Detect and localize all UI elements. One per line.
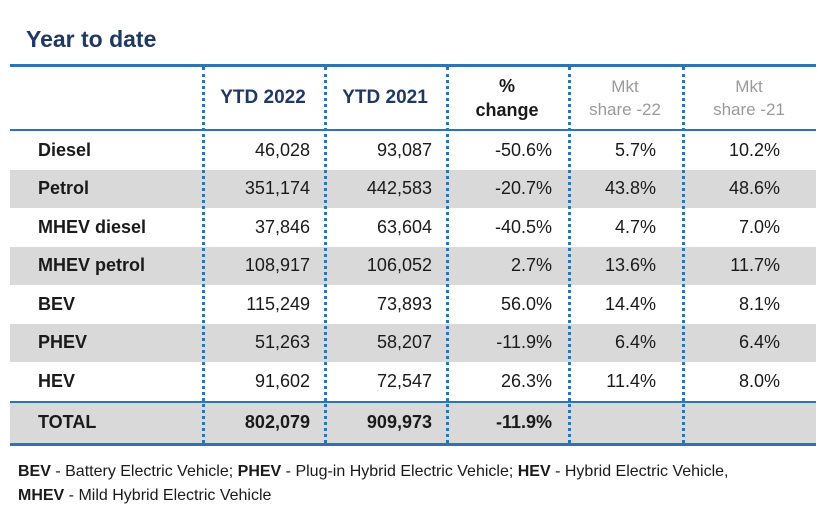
row-share-22: 4.7%: [614, 216, 656, 237]
row-ytd-2021: 72,547: [376, 370, 432, 391]
legend-description: - Battery Electric Vehicle;: [50, 463, 238, 480]
total-ytd-2021: 909,973: [366, 412, 432, 432]
table-row: Petrol 351,174 442,583 -20.7% 43.8% 48.6%: [10, 169, 816, 208]
row-ytd-2021: 58,207: [376, 332, 432, 353]
page-title: Year to date: [26, 26, 157, 52]
legend-description: - Hybrid Electric Vehicle,: [550, 463, 733, 480]
row-ytd-2022: 91,602: [254, 370, 310, 391]
header-ytd-2022: YTD 2022: [220, 87, 306, 108]
total-label: TOTAL: [38, 412, 97, 432]
column-divider: [202, 67, 205, 443]
legend-abbreviation: PHEV: [237, 463, 282, 480]
row-ytd-2022: 115,249: [246, 293, 310, 314]
header-percent-change-line1: %: [498, 76, 515, 96]
row-ytd-2022: 46,028: [254, 139, 310, 160]
header-mkt-share-22-line1: Mkt: [611, 77, 639, 96]
table-row: PHEV 51,263 58,207 -11.9% 6.4% 6.4%: [10, 323, 816, 362]
header-mkt-share-21: Mkt share -21: [682, 75, 816, 121]
row-ytd-2021: 73,893: [376, 293, 432, 314]
row-label: Diesel: [38, 139, 92, 160]
row-ytd-2021: 442,583: [366, 178, 432, 199]
row-ytd-2022: 51,263: [254, 332, 310, 353]
row-ytd-2021: 63,604: [376, 216, 432, 237]
row-change: 56.0%: [500, 293, 552, 314]
row-share-22: 11.4%: [606, 370, 656, 391]
header-mkt-share-22-line2: share -22: [589, 100, 661, 119]
table-row: BEV 115,249 73,893 56.0% 14.4% 8.1%: [10, 285, 816, 324]
column-divider: [568, 67, 571, 443]
header-mkt-share-21-line1: Mkt: [735, 77, 763, 96]
row-share-21: 11.7%: [730, 255, 780, 276]
row-ytd-2022: 351,174: [244, 178, 310, 199]
table-row: Diesel 46,028 93,087 -50.6% 5.7% 10.2%: [10, 131, 816, 170]
header-mkt-share-22: Mkt share -22: [568, 75, 682, 121]
row-ytd-2022: 108,917: [244, 255, 310, 276]
row-share-21: 48.6%: [728, 178, 780, 199]
row-label: HEV: [38, 370, 76, 391]
table-row: MHEV petrol 108,917 106,052 2.7% 13.6% 11.7%: [10, 246, 816, 285]
ytd-table: YTD 2022 YTD 2021 % change Mkt share -22…: [10, 64, 816, 446]
row-share-22: 14.4%: [604, 293, 656, 314]
header-percent-change-line2: change: [475, 100, 539, 120]
legend-abbreviation: BEV: [18, 463, 51, 480]
legend-description: - Plug-in Hybrid Electric Vehicle;: [281, 463, 518, 480]
row-label: PHEV: [38, 332, 88, 353]
row-share-21: 8.1%: [738, 293, 780, 314]
column-divider: [682, 67, 685, 443]
row-change: 2.7%: [510, 255, 552, 276]
header-percent-change: % change: [446, 74, 568, 122]
row-share-21: 6.4%: [738, 332, 780, 353]
row-ytd-2021: 106,052: [366, 255, 432, 276]
row-change: -40.5%: [494, 216, 552, 237]
row-change: -50.6%: [494, 139, 552, 160]
header-ytd-2021: YTD 2021: [342, 87, 428, 108]
row-share-22: 43.8%: [604, 178, 656, 199]
total-change: -11.9%: [495, 412, 552, 432]
abbreviation-legend: BEV - Battery Electric Vehicle; PHEV - P…: [18, 460, 808, 508]
table-total-row: TOTAL 802,079 909,973 -11.9%: [10, 400, 816, 443]
row-label: BEV: [38, 293, 76, 314]
row-ytd-2022: 37,846: [254, 216, 310, 237]
row-ytd-2021: 93,087: [376, 139, 432, 160]
row-change: -11.9%: [496, 332, 552, 353]
table-row: HEV 91,602 72,547 26.3% 11.4% 8.0%: [10, 362, 816, 401]
row-share-22: 13.6%: [604, 255, 656, 276]
row-share-21: 10.2%: [728, 139, 780, 160]
table-header-row: YTD 2022 YTD 2021 % change Mkt share -22…: [10, 67, 816, 131]
row-label: MHEV diesel: [38, 216, 147, 237]
column-divider: [446, 67, 449, 443]
row-label: Petrol: [38, 178, 90, 199]
table-row: MHEV diesel 37,846 63,604 -40.5% 4.7% 7.0%: [10, 208, 816, 247]
row-share-21: 7.0%: [738, 216, 780, 237]
row-share-21: 8.0%: [738, 370, 780, 391]
row-change: 26.3%: [500, 370, 552, 391]
row-share-22: 5.7%: [614, 139, 656, 160]
total-ytd-2022: 802,079: [244, 412, 310, 432]
column-divider: [324, 67, 327, 443]
legend-description: - Mild Hybrid Electric Vehicle: [64, 487, 272, 504]
row-change: -20.7%: [494, 178, 552, 199]
legend-abbreviation: HEV: [517, 463, 551, 480]
table-body: Diesel 46,028 93,087 -50.6% 5.7% 10.2% Petrol 3…: [10, 131, 816, 401]
row-label: MHEV petrol: [38, 255, 146, 276]
legend-abbreviation: MHEV: [18, 487, 65, 504]
header-mkt-share-21-line2: share -21: [713, 100, 785, 119]
row-share-22: 6.4%: [614, 332, 656, 353]
